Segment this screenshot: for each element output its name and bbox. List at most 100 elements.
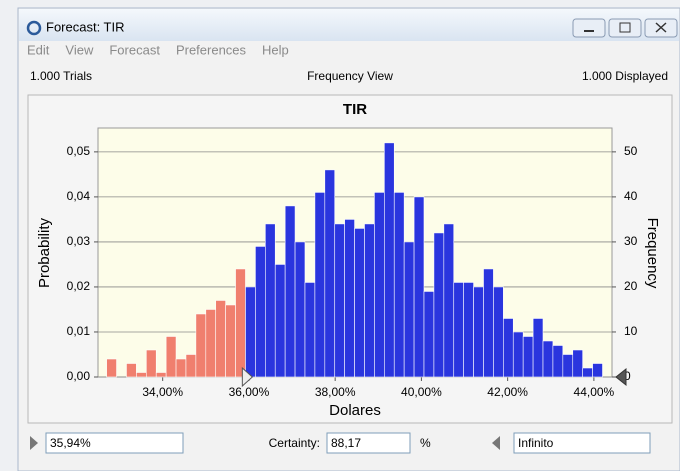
upper-slider-icon[interactable] [492,436,500,450]
minimize-icon [584,30,594,32]
certainty-label: Certainty: [269,436,320,450]
x-axis-label: Dolares [329,402,381,419]
menu-bar: Edit View Forecast Preferences Help [27,42,289,57]
menu-item[interactable]: Forecast [109,42,160,57]
histogram-bar [265,223,276,378]
lower-input-text: 35,94% [50,436,91,450]
histogram-bar [284,205,296,378]
histogram-bar [393,192,405,378]
histogram-bar [374,192,385,378]
y2-tick-label: 10 [624,324,638,338]
plot: 0,00 0,01 0,02 0,03 0,04 0,05 0 10 20 30 40 50 34,00… [67,142,638,399]
title-bar [19,9,679,41]
histogram-bar [592,363,603,378]
histogram-bar [483,268,494,378]
x-tick-label: 38,00% [315,385,356,399]
histogram-bar [304,282,316,378]
menu-item[interactable]: View [65,42,94,57]
histogram-bar [572,349,583,378]
histogram-bar [582,367,593,378]
maximize-button[interactable] [608,18,642,38]
y2-tick-label: 20 [624,279,638,293]
window-buttons[interactable] [572,18,678,38]
histogram-bar [552,345,564,378]
x-tick-label: 44,00% [574,385,615,399]
histogram-bar [106,358,117,378]
x-tick-label: 34,00% [142,385,183,399]
histogram-bar [274,264,286,378]
menu-item[interactable]: Edit [27,42,50,57]
certainty-unit: % [420,436,431,450]
y-tick-label: 0,04 [67,189,91,203]
histogram-bar [334,223,345,378]
histogram-bar [185,354,197,378]
x-tick-label: 36,00% [229,385,270,399]
y2-tick-label: 40 [624,189,638,203]
histogram-bar [503,318,514,378]
histogram-bar [235,268,246,378]
menu-item[interactable]: Preferences [176,42,247,57]
histogram-bar [443,223,455,378]
histogram-bar [126,363,137,378]
chart-title: TIR [343,101,367,118]
displayed-label: 1.000 Displayed [582,69,668,83]
trials-label: 1.000 Trials [30,69,92,83]
y2-tick-label: 30 [624,234,638,248]
histogram-bar [294,241,306,378]
y2-tick-label: 0 [624,369,631,383]
x-tick-label: 40,00% [401,385,442,399]
histogram-bar [532,318,544,378]
certainty-value: 88,17 [331,436,361,450]
histogram-bar [403,241,415,378]
histogram-bar [384,142,395,378]
histogram-bar [562,354,574,378]
histogram-bar [324,169,336,378]
y2-tick-label: 50 [624,144,638,158]
histogram-bar [314,192,326,378]
histogram-bar [512,331,524,378]
certainty-input[interactable] [326,432,411,454]
histogram-bar [423,291,435,378]
histogram-bar [522,336,534,378]
upper-input-text: Infinito [518,436,554,450]
close-icon [655,22,667,33]
histogram-bar [136,372,147,378]
window-title: Forecast: TIR [46,19,125,34]
menu-item[interactable]: Help [262,42,289,57]
lower-slider[interactable] [241,366,254,388]
histogram-bar [175,358,187,378]
histogram-bar [453,282,464,378]
histogram-bar [245,286,256,378]
histogram-bar [493,286,504,378]
histogram-bar [473,286,484,378]
maximize-icon [619,22,631,33]
app-icon [26,20,42,36]
y-tick-label: 0,03 [67,234,91,248]
histogram-bar [463,282,474,378]
histogram-bar [542,340,554,378]
y-tick-label: 0,05 [67,144,91,158]
histogram-bar [364,223,375,378]
y-tick-label: 0,00 [67,369,91,383]
y2-axis-label: Frequency [644,218,661,289]
upper-input[interactable] [513,432,651,454]
minimize-button[interactable] [572,18,606,38]
view-label: Frequency View [307,69,393,83]
histogram-bar [225,304,236,378]
lower-input[interactable] [45,432,184,454]
y-tick-label: 0,01 [67,324,91,338]
histogram-bar [413,196,425,378]
histogram-bar [433,232,445,378]
histogram-bar [354,228,365,378]
y-axis-label: Probability [36,217,53,288]
histogram-bar [215,300,226,378]
histogram-bar [255,246,266,378]
lower-slider-icon[interactable] [30,436,38,450]
histogram-bar [205,309,217,378]
upper-slider[interactable] [615,367,627,387]
histogram-bar [145,349,157,378]
histogram-bar [155,372,167,378]
y-tick-label: 0,02 [67,279,91,293]
